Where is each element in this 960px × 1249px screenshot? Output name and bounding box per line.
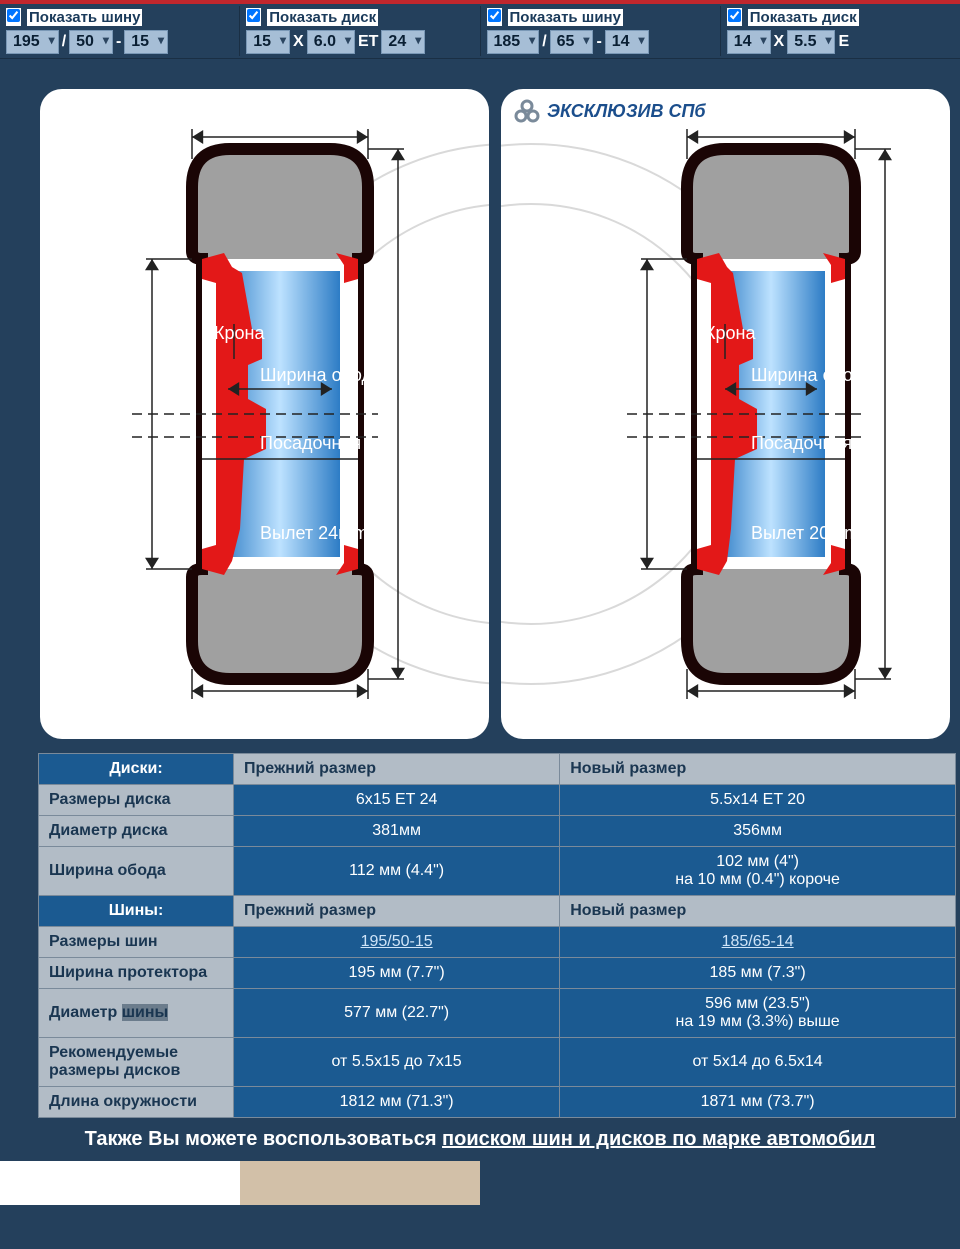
separator: E [838,33,849,51]
tires-header: Шины: [39,896,234,927]
control-block: Показать диск 15X6.0ET24 [240,6,480,56]
svg-text:Посадочная: Посадочная [260,433,361,453]
select-dropdown[interactable]: 50 [69,30,113,54]
row-label: Длина окружности [39,1087,234,1118]
select-dropdown[interactable]: 24 [381,30,425,54]
diagram-right: ЭКСКЛЮЗИВ СПб Крона Ширина обода Посадочна… [501,89,950,739]
row-label: Размеры диска [39,785,234,816]
old-value[interactable]: 195/50-15 [234,927,560,958]
old-header: Прежний размер [234,754,560,785]
old-header: Прежний размер [234,896,560,927]
new-value: 5.5x14 ET 20 [560,785,956,816]
diagram-row: Крона Ширина обода Посадочная Вылет 24mm ЭК… [0,59,960,749]
bottom-bar [240,1161,480,1205]
select-dropdown[interactable]: 65 [550,30,594,54]
control-label: Показать шину [508,9,623,26]
svg-text:Ширина обода: Ширина обода [751,365,874,385]
bottom-bar [0,1161,240,1205]
new-value: 596 мм (23.5")на 19 мм (3.3%) выше [560,989,956,1038]
show-checkbox[interactable] [247,9,260,22]
svg-text:Посадочная: Посадочная [751,433,852,453]
brand-text: ЭКСКЛЮЗИВ СПб [547,101,706,122]
old-value: 577 мм (22.7") [234,989,560,1038]
disks-header: Диски: [39,754,234,785]
old-value: 195 мм (7.7") [234,958,560,989]
select-dropdown[interactable]: 5.5 [787,30,835,54]
bottom-bar [720,1161,960,1205]
new-value: 185 мм (7.3") [560,958,956,989]
control-label: Показать диск [267,9,378,26]
select-dropdown[interactable]: 15 [124,30,168,54]
row-label: Ширина обода [39,847,234,896]
svg-text:Ширина обода: Ширина обода [260,365,383,385]
row-label: Рекомендуемые размеры дисков [39,1038,234,1087]
comparison-table: Диски:Прежний размерНовый размерРазмеры … [38,753,956,1118]
new-value: 102 мм (4")на 10 мм (0.4") короче [560,847,956,896]
separator: / [542,33,546,51]
footer-text: Также Вы можете воспользоваться поиском … [0,1118,960,1161]
svg-text:Вылет 24mm: Вылет 24mm [260,523,368,543]
select-dropdown[interactable]: 15 [246,30,290,54]
bottom-bar [480,1161,720,1205]
select-dropdown[interactable]: 6.0 [307,30,355,54]
separator: - [116,33,121,51]
separator: X [774,33,785,51]
new-value: 1871 мм (73.7") [560,1087,956,1118]
old-value: 112 мм (4.4") [234,847,560,896]
bottom-bars [0,1161,960,1205]
controls-bar: Показать шину195/50-15Показать диск15X6.… [0,4,960,59]
new-value[interactable]: 185/65-14 [560,927,956,958]
show-checkbox[interactable] [728,9,741,22]
select-dropdown[interactable]: 14 [727,30,771,54]
old-value: 6x15 ET 24 [234,785,560,816]
footer-prefix: Также Вы можете воспользоваться [85,1128,442,1150]
separator: - [596,33,601,51]
separator: ET [358,33,378,51]
show-checkbox[interactable] [488,9,501,22]
svg-text:Крона: Крона [214,323,265,343]
separator: X [293,33,304,51]
comparison-table-wrap: Диски:Прежний размерНовый размерРазмеры … [0,749,960,1118]
control-block: Показать шину 185/65-14 [481,6,721,56]
brand-logo: ЭКСКЛЮЗИВ СПб [513,97,706,125]
control-label: Показать шину [27,9,142,26]
control-label: Показать диск [748,9,859,26]
select-dropdown[interactable]: 195 [6,30,59,54]
row-label: Диаметр шины [39,989,234,1038]
new-header: Новый размер [560,754,956,785]
new-header: Новый размер [560,896,956,927]
svg-text:Вылет 20mm: Вылет 20mm [751,523,859,543]
show-checkbox[interactable] [7,9,20,22]
old-value: 1812 мм (71.3") [234,1087,560,1118]
row-label: Диаметр диска [39,816,234,847]
select-dropdown[interactable]: 14 [605,30,649,54]
select-dropdown[interactable]: 185 [487,30,540,54]
old-value: от 5.5x15 до 7x15 [234,1038,560,1087]
new-value: 356мм [560,816,956,847]
row-label: Размеры шин [39,927,234,958]
separator: / [62,33,66,51]
svg-text:Крона: Крона [705,323,756,343]
row-label: Ширина протектора [39,958,234,989]
old-value: 381мм [234,816,560,847]
control-block: Показать диск 14X5.5E [721,6,960,56]
diagram-left: Крона Ширина обода Посадочная Вылет 24mm [40,89,489,739]
footer-link[interactable]: поиском шин и дисков по марке автомобил [442,1128,875,1150]
control-block: Показать шину 195/50-15 [0,6,240,56]
new-value: от 5x14 до 6.5x14 [560,1038,956,1087]
